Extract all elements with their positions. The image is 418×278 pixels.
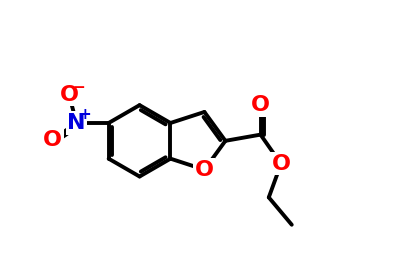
Text: O: O	[251, 95, 270, 115]
Text: −: −	[72, 80, 85, 95]
Text: O: O	[272, 154, 291, 174]
Text: O: O	[195, 160, 214, 180]
Text: +: +	[79, 107, 92, 122]
Text: N: N	[67, 113, 86, 133]
Text: O: O	[43, 130, 62, 150]
Text: O: O	[59, 85, 79, 105]
